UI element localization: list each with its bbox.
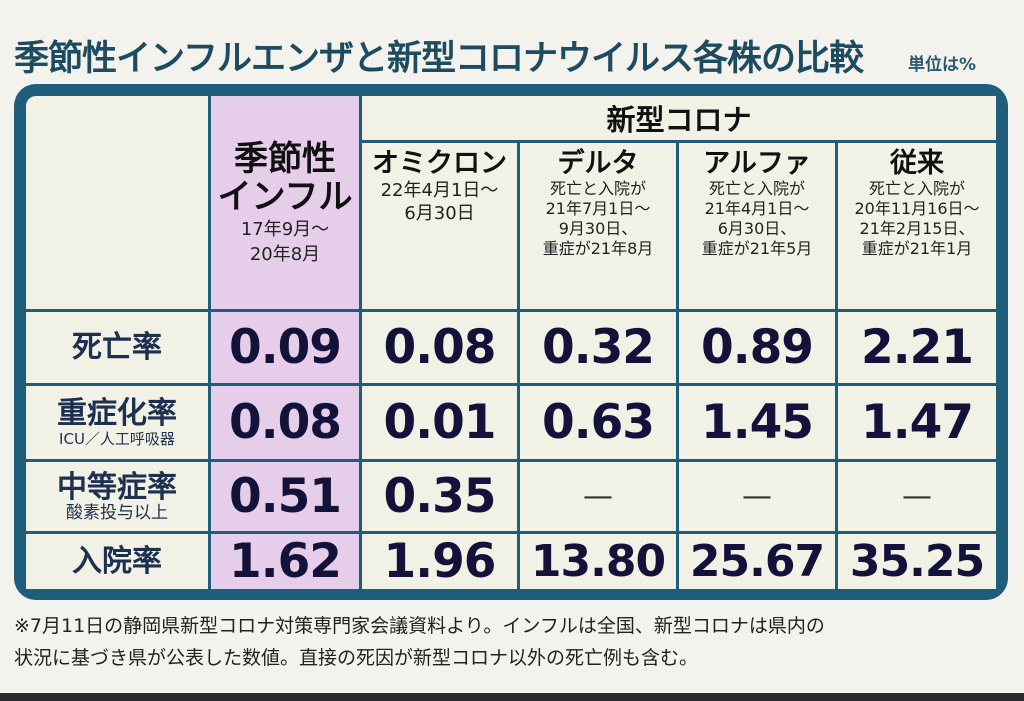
footnote: ※7月11日の静岡県新型コロナ対策専門家会議資料より。インフルは全国、新型コロナ… (14, 610, 1010, 674)
column-period-line: 20年8月 (249, 243, 321, 265)
column-header-alpha: アルファ 死亡と入院が 21年4月1日～ 6月30日、 重症が21年5月 (679, 143, 835, 309)
table-cell: 1.62 (211, 534, 359, 589)
column-period-line: 重症が21年5月 (701, 239, 813, 258)
row-label-sub: 酸素投与以上 (66, 503, 168, 523)
column-name-line: インフル (217, 176, 353, 217)
table-cell: 0.51 (211, 462, 359, 531)
column-header-original: 従来 死亡と入院が 20年11月16日～ 21年2月15日、 重症が21年1月 (838, 143, 996, 309)
group-header-new-corona: 新型コロナ (362, 96, 996, 140)
column-period-line: 22年4月1日～ (380, 180, 499, 201)
table-cell: 0.35 (362, 462, 517, 531)
table-cell: 25.67 (679, 534, 835, 589)
table-cell: 0.08 (211, 386, 359, 459)
column-period-line: 6月30日、 (717, 219, 797, 238)
column-period-line: 重症が21年8月 (542, 239, 654, 258)
cell-value: 1.62 (229, 534, 342, 589)
row-label-text: 入院率 (72, 543, 162, 579)
cell-value: 1.96 (383, 534, 497, 589)
table-cell: 1.96 (362, 534, 517, 589)
table-cell: 0.08 (362, 312, 517, 383)
comparison-table: 季節性 インフル 17年9月～ 20年8月 新型コロナ オミクロン 22年4月1… (14, 84, 1008, 600)
column-period-line: 21年2月15日、 (859, 219, 975, 238)
row-label-severe-rate: 重症化率 ICU／人工呼吸器 (26, 386, 208, 459)
table-cell: 0.09 (211, 312, 359, 383)
row-label-text: 死亡率 (72, 329, 162, 365)
cell-value-dash: — (583, 479, 613, 514)
column-period-line: 6月30日 (404, 203, 475, 224)
table-cell: 2.21 (838, 312, 996, 383)
cell-value: 0.08 (229, 395, 342, 450)
column-period-line: 21年4月1日～ (704, 199, 810, 218)
row-label-text: 重症化率 (57, 396, 177, 431)
table-cell: — (520, 462, 676, 531)
table-cell: — (679, 462, 835, 531)
cell-value: 2.21 (861, 320, 974, 375)
unit-note: 単位は% (908, 55, 977, 75)
column-period-line: 死亡と入院が (708, 179, 805, 198)
table-cell: — (838, 462, 996, 531)
cell-value: 0.32 (542, 320, 655, 375)
cell-value: 13.80 (530, 536, 666, 587)
row-label-text: 中等症率 (57, 470, 177, 505)
cell-value: 25.67 (689, 536, 825, 587)
table-cell: 0.89 (679, 312, 835, 383)
table-cell: 1.47 (838, 386, 996, 459)
column-period-line: 20年11月16日～ (854, 199, 980, 218)
row-label-moderate-rate: 中等症率 酸素投与以上 (26, 462, 208, 531)
cell-value-dash: — (902, 479, 932, 514)
column-name: デルタ (557, 148, 639, 179)
column-period-line: 死亡と入院が (868, 179, 965, 198)
cell-value: 0.01 (383, 395, 497, 450)
cell-value: 0.51 (229, 469, 342, 524)
column-name: オミクロン (372, 148, 507, 179)
footnote-line: 状況に基づき県が公表した数値。直接の死因が新型コロナ以外の死亡例も含む。 (14, 647, 699, 669)
cell-value-dash: — (742, 479, 772, 514)
bottom-edge-bar (0, 693, 1024, 701)
column-name: アルファ (703, 148, 811, 179)
footnote-line: ※7月11日の静岡県新型コロナ対策専門家会議資料より。インフルは全国、新型コロナ… (14, 615, 825, 637)
row-label-hospitalization-rate: 入院率 (26, 534, 208, 589)
cell-value: 35.25 (849, 536, 985, 587)
row-label-sub: ICU／人工呼吸器 (59, 430, 175, 448)
cell-value: 0.89 (701, 320, 814, 375)
cell-value: 0.35 (383, 469, 497, 524)
column-period-line: 9月30日、 (558, 219, 638, 238)
column-period-line: 21年7月1日～ (545, 199, 651, 218)
column-name-line: 季節性 (234, 138, 336, 179)
group-header-label: 新型コロナ (606, 103, 752, 137)
table-cell: 13.80 (520, 534, 676, 589)
column-header-seasonal-flu: 季節性 インフル 17年9月～ 20年8月 (211, 96, 359, 309)
column-header-omicron: オミクロン 22年4月1日～ 6月30日 (362, 143, 517, 309)
cell-value: 0.08 (383, 320, 497, 375)
cell-value: 0.09 (229, 320, 342, 375)
row-label-death-rate: 死亡率 (26, 312, 208, 383)
table-cell: 0.01 (362, 386, 517, 459)
cell-value: 0.63 (542, 395, 655, 450)
cell-value: 1.45 (701, 395, 814, 450)
page-title: 季節性インフルエンザと新型コロナウイルス各株の比較 (14, 39, 864, 79)
column-header-delta: デルタ 死亡と入院が 21年7月1日～ 9月30日、 重症が21年8月 (520, 143, 676, 309)
column-period-line: 重症が21年1月 (861, 239, 973, 258)
column-name: 従来 (890, 148, 944, 179)
table-cell: 1.45 (679, 386, 835, 459)
cell-value: 1.47 (861, 395, 974, 450)
table-cell: 35.25 (838, 534, 996, 589)
column-period-line: 死亡と入院が (549, 179, 646, 198)
table-cell: 0.63 (520, 386, 676, 459)
table-cell: 0.32 (520, 312, 676, 383)
column-period-line: 17年9月～ (240, 218, 330, 240)
table-corner-empty (26, 96, 208, 309)
